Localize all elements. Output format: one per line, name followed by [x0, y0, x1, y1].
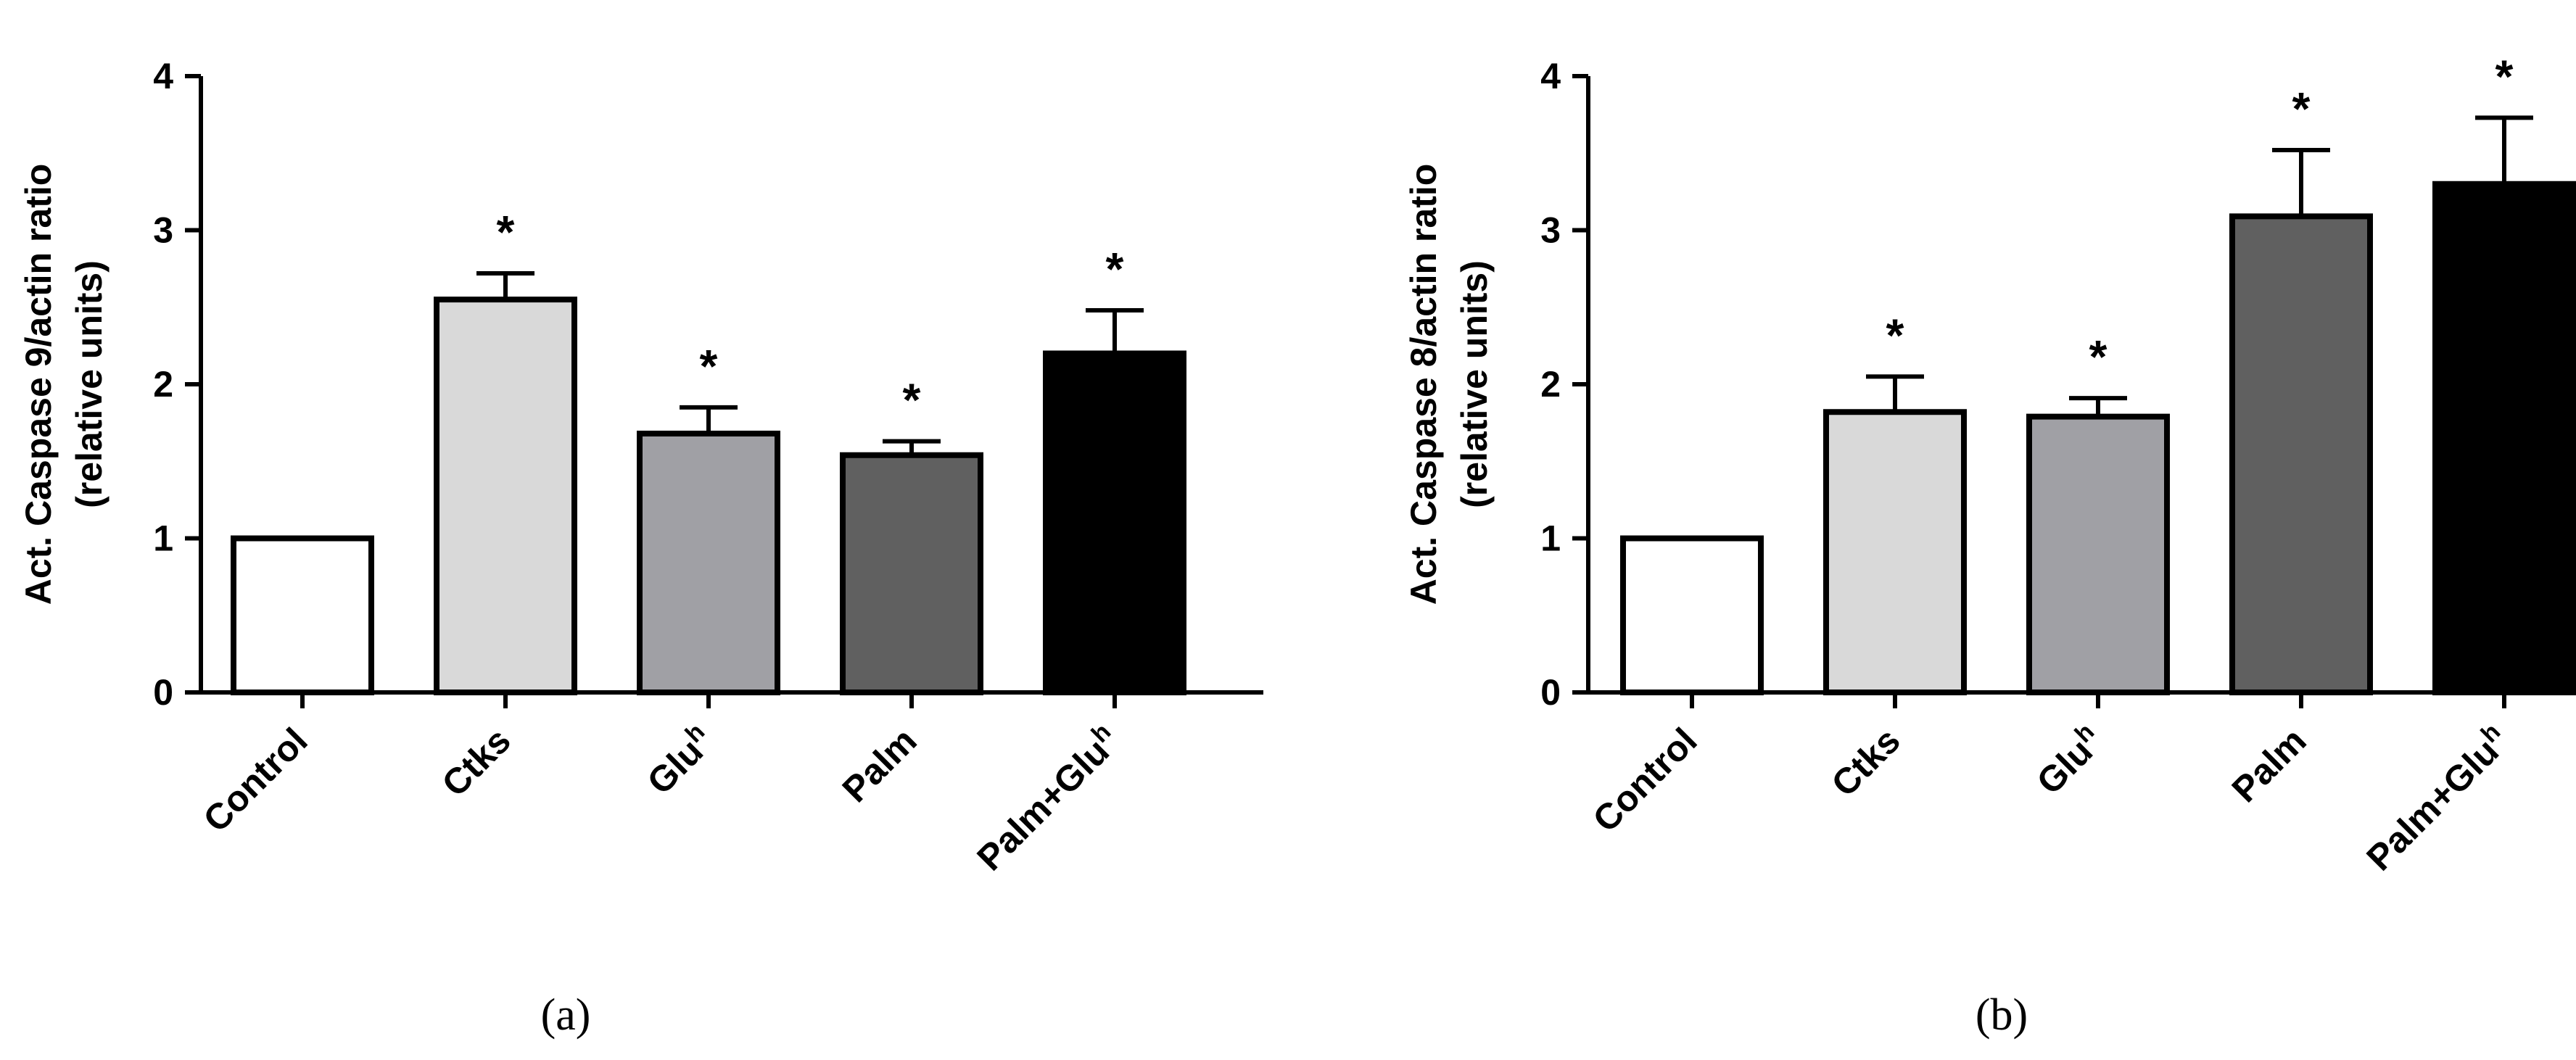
- y-tick-label: 1: [1540, 518, 1561, 559]
- bar: [231, 535, 374, 695]
- x-tick-label: Ctks: [434, 720, 519, 804]
- x-tick-label: Palm+Gluh: [2357, 718, 2517, 878]
- x-tick-label-text: Control: [1585, 720, 1705, 840]
- bar: [2229, 213, 2373, 695]
- y-tick-label: 2: [1540, 364, 1561, 405]
- y-tick-label: 2: [153, 364, 173, 405]
- bar: [840, 452, 983, 695]
- x-tick-label-text: Ctks: [1824, 720, 1908, 804]
- x-tick-label-text: Palm: [835, 720, 925, 810]
- bar: [637, 431, 780, 695]
- bar: [2432, 181, 2576, 695]
- significance-marker: *: [700, 340, 718, 392]
- panel-label: (a): [541, 990, 591, 1040]
- x-tick-label: Control: [196, 720, 315, 840]
- y-axis-title: Act. Caspase 8/actin ratio: [1403, 164, 1444, 605]
- x-tick-label: Palm+Gluh: [967, 718, 1128, 878]
- significance-marker: *: [1106, 243, 1124, 295]
- chart-panel-a: 0 1 2 3 4 Act. Caspase 9/actin ratio (relative…: [18, 56, 1263, 1040]
- x-tick-label: Palm: [2224, 720, 2314, 810]
- bar: [1823, 409, 1967, 695]
- x-tick-label: Palm: [835, 720, 925, 810]
- x-tick-label-text: Palm: [2224, 720, 2314, 810]
- x-tick-label: Control: [1585, 720, 1705, 840]
- x-tick-label: Ctks: [1824, 720, 1908, 804]
- significance-marker: *: [2089, 331, 2108, 383]
- y-tick-label: 0: [153, 672, 173, 713]
- panel-label: (b): [1976, 990, 2028, 1040]
- x-tick-label-text: Control: [196, 720, 315, 840]
- x-tick-label-text: Palm+Glu: [2358, 731, 2506, 879]
- chart-panel-b: 0 1 2 3 4 Act. Caspase 8/actin ratio (relative…: [1403, 50, 2576, 1040]
- significance-marker: *: [497, 206, 515, 258]
- significance-marker: *: [1886, 309, 1904, 361]
- y-axis-title: Act. Caspase 9/actin ratio: [18, 164, 59, 605]
- y-tick-label: 3: [1540, 210, 1561, 251]
- x-tick-label-text: Palm+Glu: [969, 731, 1117, 879]
- y-axis-title: (relative units): [69, 260, 110, 508]
- x-tick-label-text: Ctks: [434, 720, 519, 804]
- significance-marker: *: [2292, 83, 2311, 135]
- x-tick-label: Gluh: [2027, 718, 2111, 802]
- bar: [2026, 413, 2170, 695]
- significance-marker: *: [2496, 50, 2514, 102]
- y-tick-label: 0: [1540, 672, 1561, 713]
- y-tick-label: 4: [1540, 56, 1561, 96]
- x-tick-label: Gluh: [637, 718, 722, 802]
- bar: [1043, 350, 1186, 695]
- y-tick-label: 3: [153, 210, 173, 251]
- bar: [1620, 535, 1764, 695]
- bar: [434, 297, 577, 695]
- significance-marker: *: [903, 374, 921, 426]
- y-tick-label: 4: [153, 56, 173, 96]
- y-tick-label: 1: [153, 518, 173, 559]
- y-axis-title: (relative units): [1454, 260, 1495, 508]
